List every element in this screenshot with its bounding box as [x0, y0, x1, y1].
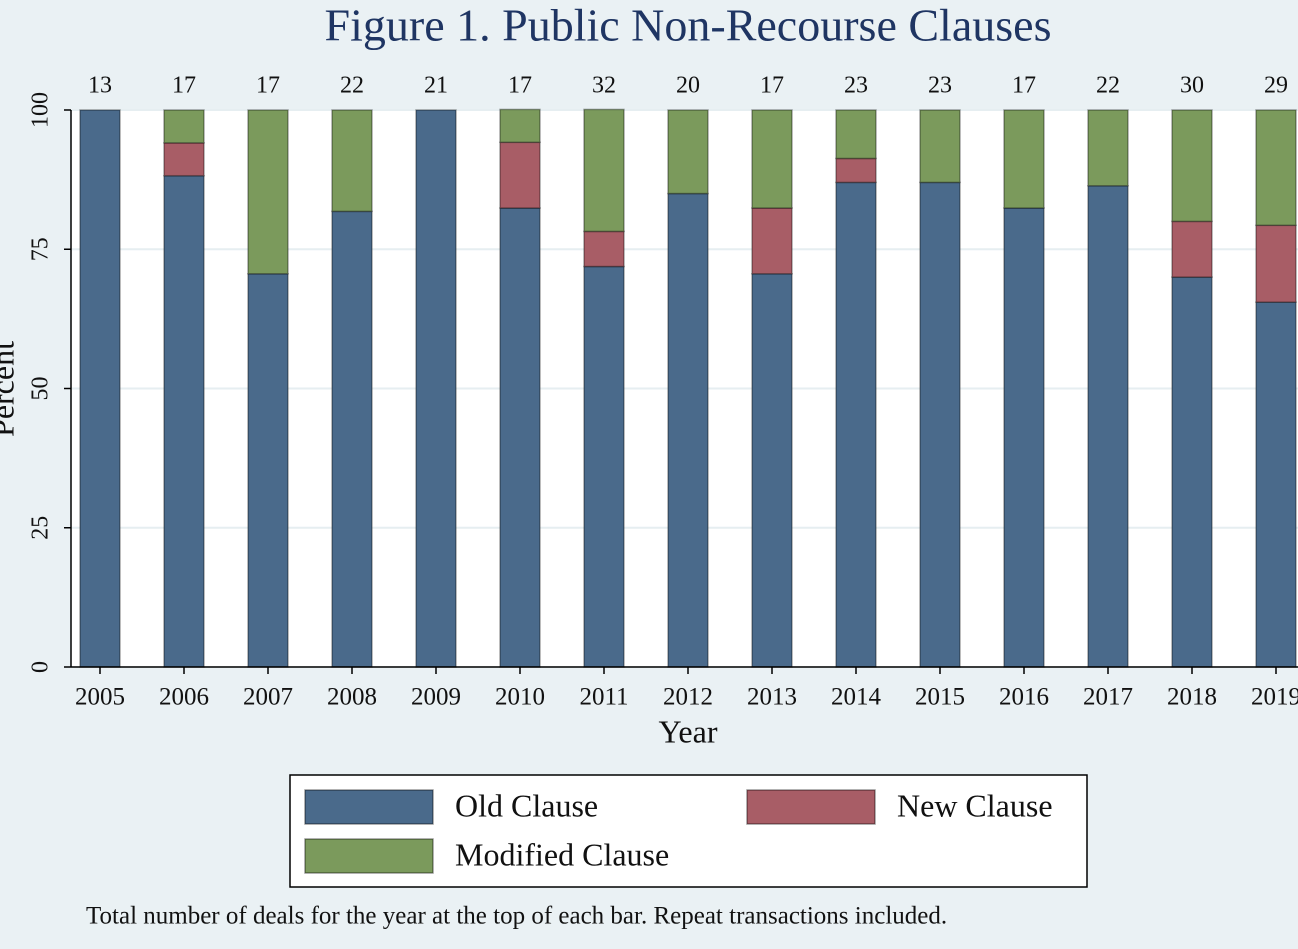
total-label: 17 [172, 73, 196, 99]
bar-segment [835, 109, 877, 160]
note: Total number of deals for the year at th… [86, 903, 947, 930]
bar-segment [751, 207, 793, 275]
bar-segment [499, 207, 541, 668]
legend-label: Modified Clause [455, 836, 669, 872]
x-tick-label: 2019 [1251, 684, 1298, 711]
bar-segment [919, 181, 961, 668]
bar-segment [583, 108, 625, 233]
bar-segment [1255, 224, 1297, 303]
bar-segment [667, 192, 709, 668]
total-label: 13 [88, 73, 112, 99]
legend-label: New Clause [897, 787, 1053, 823]
x-tick-label: 2018 [1167, 684, 1217, 711]
bar-segment [751, 109, 793, 209]
total-label: 32 [592, 73, 616, 99]
bar-segment [1171, 109, 1213, 223]
bar-segment [583, 230, 625, 268]
total-label: 17 [1012, 73, 1036, 99]
y-tick-label: 100 [28, 92, 54, 128]
total-label: 17 [760, 73, 784, 99]
x-tick-label: 2005 [75, 684, 125, 711]
bar-segment [583, 265, 625, 668]
bar-segment [1255, 301, 1297, 668]
legend-swatch [746, 789, 876, 825]
bar-segment [835, 157, 877, 184]
total-label: 21 [424, 73, 448, 99]
total-label: 23 [928, 73, 952, 99]
bar-segment [919, 109, 961, 184]
x-tick-label: 2009 [411, 684, 461, 711]
total-label: 20 [676, 73, 700, 99]
y-axis-label: Percent [0, 341, 20, 437]
bar-segment [499, 141, 541, 209]
chart-title: Figure 1. Public Non-Recourse Clauses [325, 0, 1052, 51]
bar-segment [751, 273, 793, 668]
bar-segment [163, 142, 205, 177]
x-tick-label: 2006 [159, 684, 209, 711]
x-tick-label: 2012 [663, 684, 713, 711]
bar-segment [247, 109, 289, 275]
bar-segment [1087, 185, 1129, 668]
bar-segment [1171, 276, 1213, 668]
total-label: 17 [256, 73, 280, 99]
x-tick-label: 2008 [327, 684, 377, 711]
bar-segment [835, 181, 877, 668]
bar-segment [1003, 207, 1045, 668]
total-label: 22 [340, 73, 364, 99]
total-label: 22 [1096, 73, 1120, 99]
y-tick-label: 0 [28, 661, 54, 673]
bar-segment [1003, 109, 1045, 209]
x-tick-label: 2015 [915, 684, 965, 711]
y-tick-label: 25 [28, 516, 54, 540]
bar-segment [499, 108, 541, 144]
bar-segment [331, 109, 373, 213]
bar-segment [163, 109, 205, 144]
legend-swatch [304, 789, 434, 825]
x-tick-label: 2014 [831, 684, 882, 711]
x-tick-label: 2007 [243, 684, 293, 711]
bar-segment [1087, 109, 1129, 187]
legend-swatch [304, 838, 434, 874]
bar-segment [163, 174, 205, 668]
total-label: 30 [1180, 73, 1204, 99]
y-tick-label: 75 [28, 237, 54, 261]
bar-segment [667, 109, 709, 195]
bar-segment [79, 109, 121, 668]
x-tick-label: 2016 [999, 684, 1049, 711]
x-tick-label: 2017 [1083, 684, 1133, 711]
x-tick-label: 2013 [747, 684, 797, 711]
x-tick-label: 2010 [495, 684, 545, 711]
legend-label: Old Clause [455, 787, 598, 823]
total-label: 17 [508, 73, 532, 99]
y-tick-label: 50 [28, 377, 54, 401]
bar-segment [415, 109, 457, 668]
bar-segment [331, 210, 373, 668]
x-tick-label: 2011 [579, 684, 628, 711]
bar-segment [1171, 220, 1213, 278]
bar-segment [1255, 109, 1297, 227]
total-label: 29 [1264, 73, 1288, 99]
total-label: 23 [844, 73, 868, 99]
x-axis-label: Year [659, 713, 718, 749]
bar-segment [247, 273, 289, 668]
